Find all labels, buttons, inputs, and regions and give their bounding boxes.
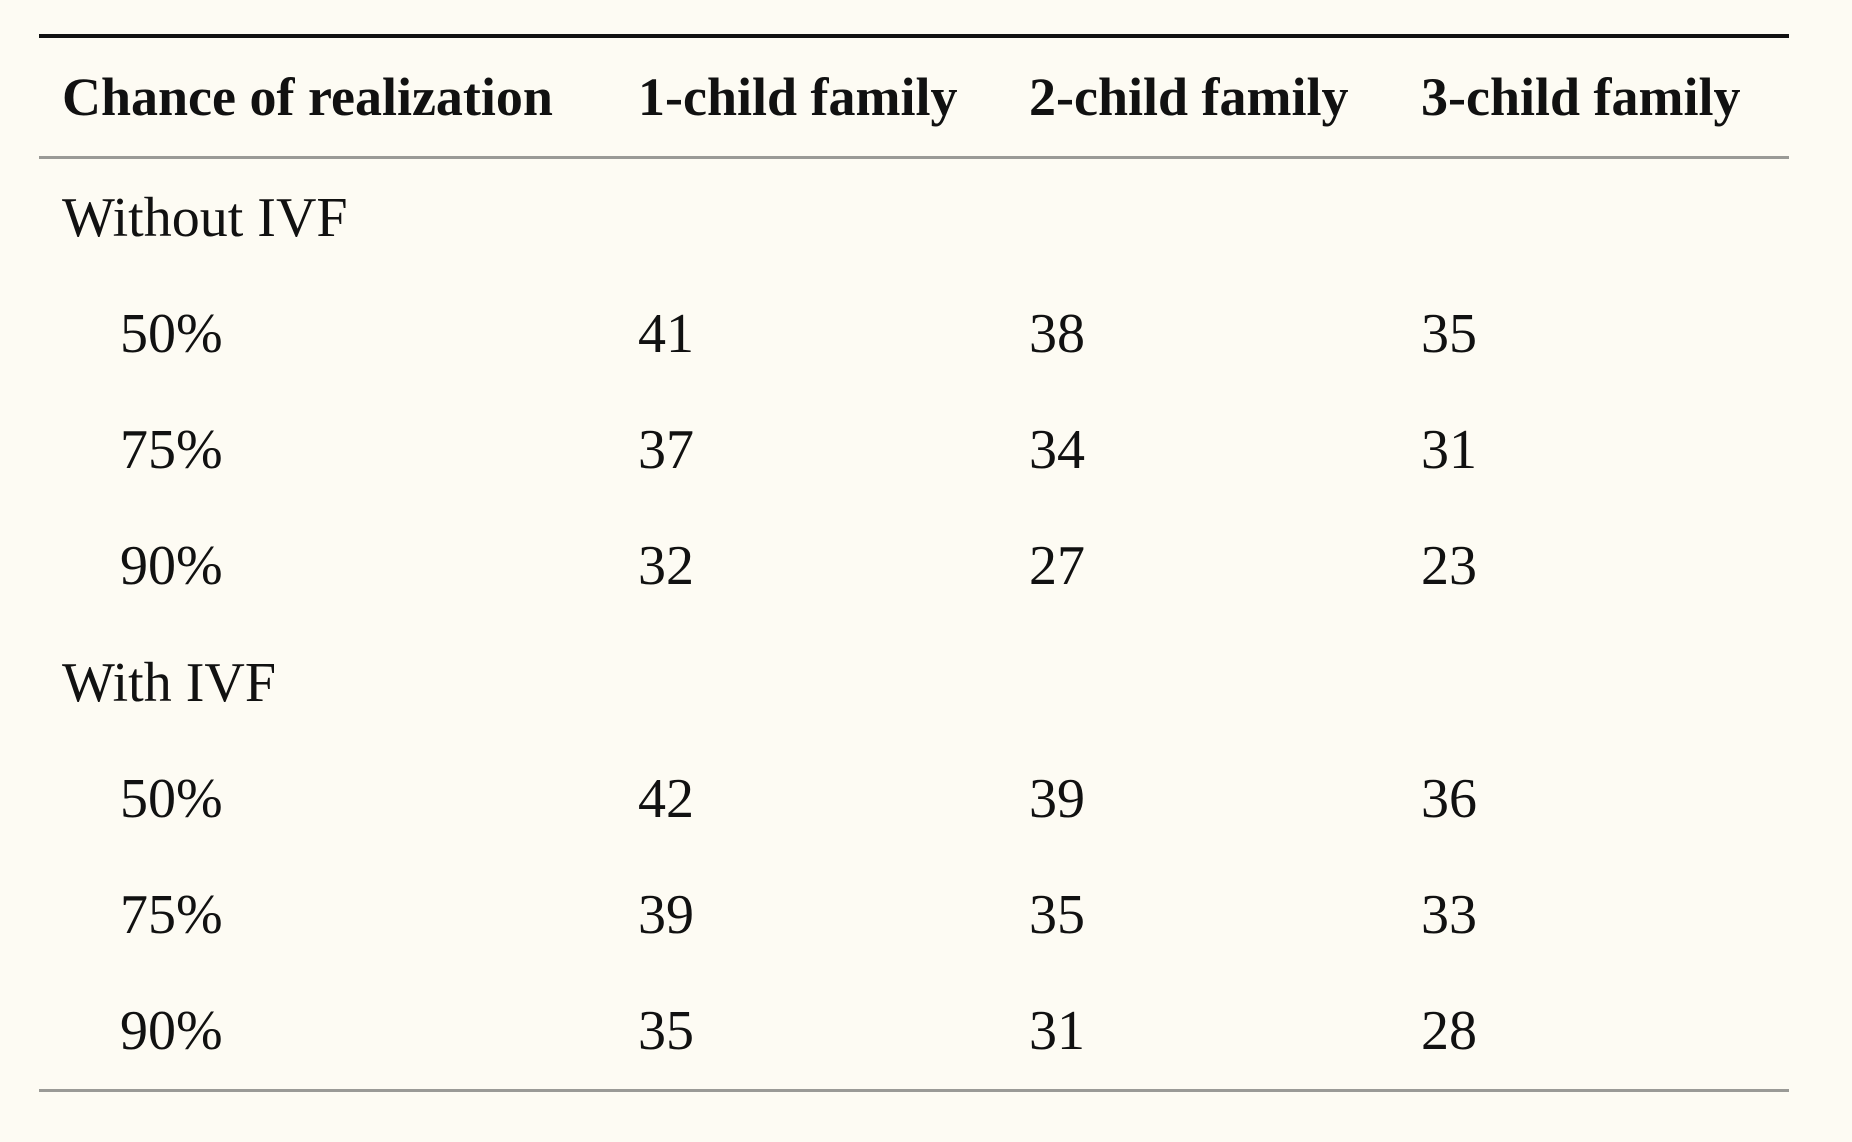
table-row: 90% 32 27 23 bbox=[39, 508, 1789, 624]
chance-cell: 90% bbox=[120, 1000, 223, 1062]
value-cell-3-child: 35 bbox=[1421, 303, 1477, 365]
header-1-child-family: 1-child family bbox=[638, 67, 958, 127]
table-header-rule bbox=[39, 156, 1789, 159]
value-cell-2-child: 31 bbox=[1029, 1000, 1085, 1062]
table-row: 90% 35 31 28 bbox=[39, 973, 1789, 1089]
table-top-rule bbox=[39, 34, 1789, 38]
value-cell-1-child: 39 bbox=[638, 884, 694, 946]
chance-cell: 75% bbox=[120, 884, 223, 946]
value-cell-2-child: 35 bbox=[1029, 884, 1085, 946]
header-2-child-family: 2-child family bbox=[1029, 67, 1349, 127]
table-row: 75% 39 35 33 bbox=[39, 857, 1789, 973]
table-header-row: Chance of realization 1-child family 2-c… bbox=[39, 38, 1789, 156]
table-row: 75% 37 34 31 bbox=[39, 392, 1789, 508]
header-3-child-family: 3-child family bbox=[1421, 67, 1741, 127]
data-table: Chance of realization 1-child family 2-c… bbox=[39, 34, 1789, 1092]
value-cell-2-child: 39 bbox=[1029, 768, 1085, 830]
value-cell-2-child: 38 bbox=[1029, 303, 1085, 365]
value-cell-3-child: 31 bbox=[1421, 419, 1477, 481]
group-label-row: Without IVF bbox=[39, 159, 1789, 276]
group-label-row: With IVF bbox=[39, 624, 1789, 741]
value-cell-3-child: 28 bbox=[1421, 1000, 1477, 1062]
value-cell-2-child: 27 bbox=[1029, 535, 1085, 597]
value-cell-1-child: 32 bbox=[638, 535, 694, 597]
table-bottom-rule bbox=[39, 1089, 1789, 1092]
value-cell-3-child: 23 bbox=[1421, 535, 1477, 597]
table-row: 50% 41 38 35 bbox=[39, 276, 1789, 392]
chance-cell: 50% bbox=[120, 303, 223, 365]
value-cell-3-child: 36 bbox=[1421, 768, 1477, 830]
group-label-with-ivf: With IVF bbox=[62, 651, 276, 714]
value-cell-1-child: 42 bbox=[638, 768, 694, 830]
header-chance-of-realization: Chance of realization bbox=[62, 67, 553, 127]
value-cell-1-child: 41 bbox=[638, 303, 694, 365]
value-cell-1-child: 37 bbox=[638, 419, 694, 481]
chance-cell: 90% bbox=[120, 535, 223, 597]
value-cell-1-child: 35 bbox=[638, 1000, 694, 1062]
table-row: 50% 42 39 36 bbox=[39, 741, 1789, 857]
value-cell-3-child: 33 bbox=[1421, 884, 1477, 946]
group-label-without-ivf: Without IVF bbox=[62, 186, 348, 249]
value-cell-2-child: 34 bbox=[1029, 419, 1085, 481]
chance-cell: 75% bbox=[120, 419, 223, 481]
chance-cell: 50% bbox=[120, 768, 223, 830]
